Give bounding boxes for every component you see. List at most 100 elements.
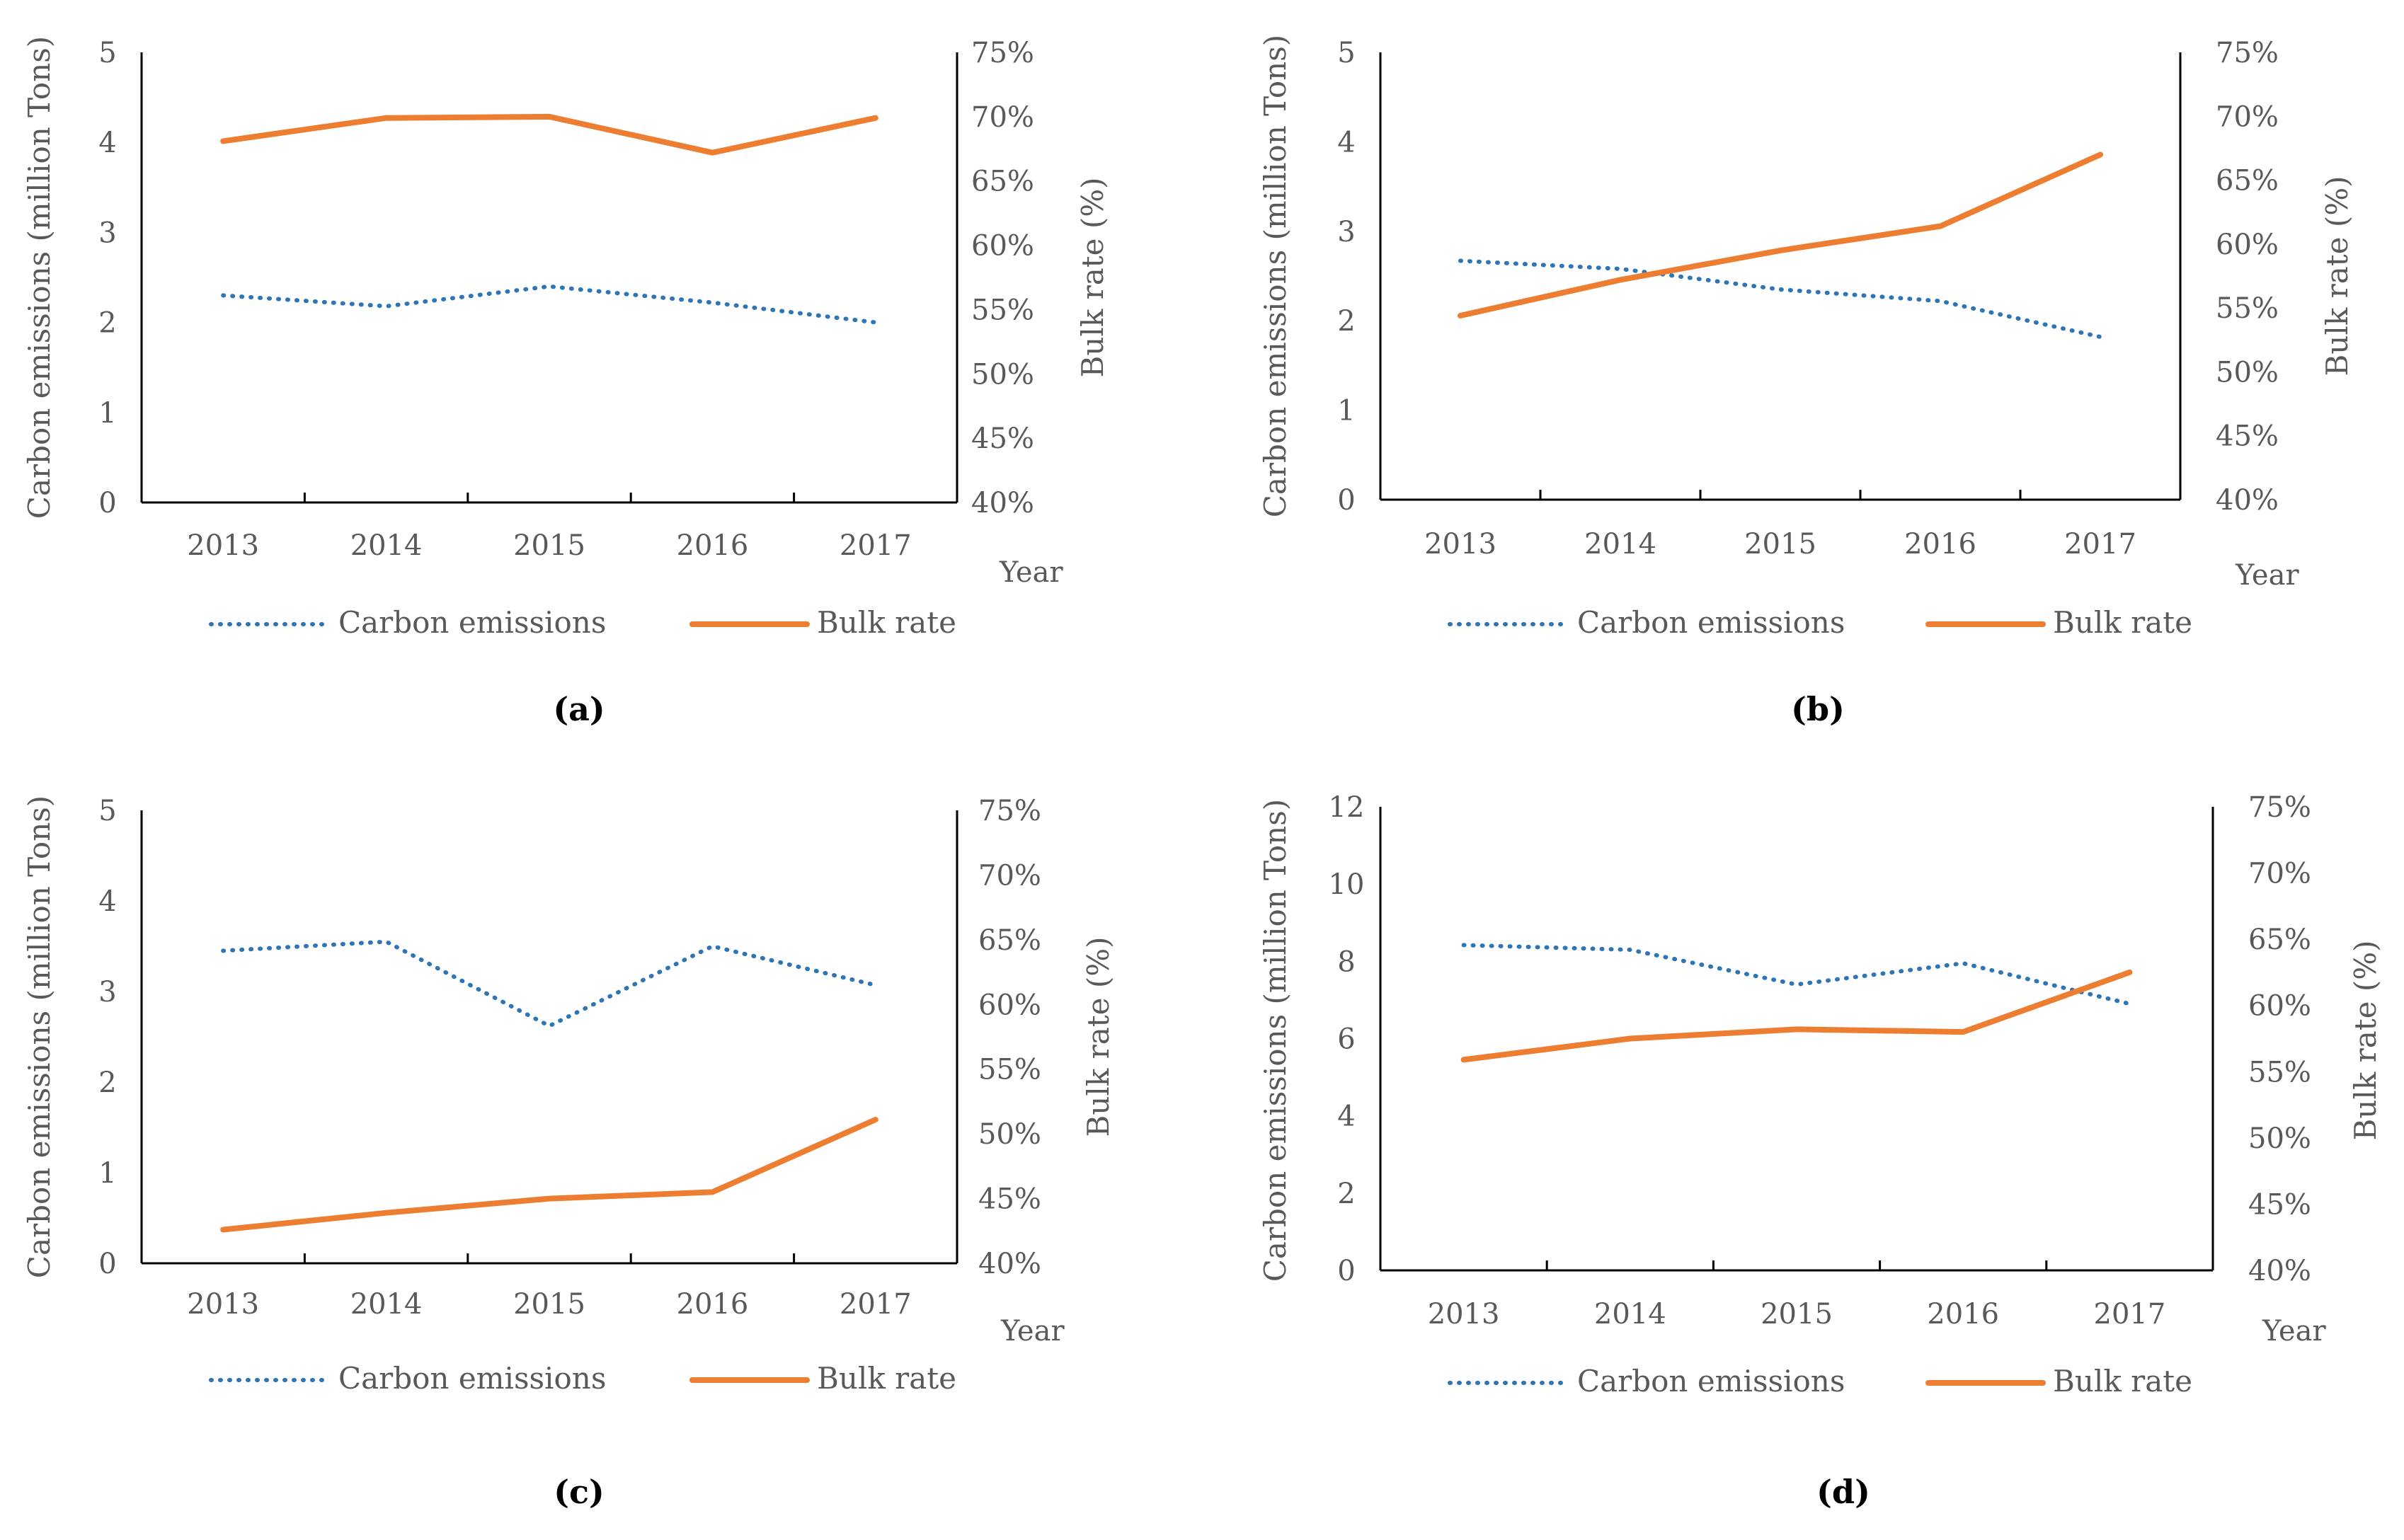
y2-tick-label: 50% (971, 358, 1034, 391)
y2-tick-label: 50% (978, 1118, 1041, 1151)
y2-tick-label: 60% (978, 989, 1041, 1021)
x-axis-title: Year (2262, 1315, 2326, 1348)
y2-tick-label: 45% (2216, 420, 2279, 453)
y2-tick-label: 45% (2248, 1188, 2311, 1221)
legend-carbon-label: Carbon emissions (338, 605, 606, 640)
y2-tick-label: 75% (2248, 791, 2311, 824)
x-tick-label: 2014 (1594, 1298, 1666, 1331)
y2-tick-label: 65% (978, 924, 1041, 957)
bulk-rate-line (220, 1117, 878, 1233)
legend-bulk-label: Bulk rate (2053, 1364, 2192, 1398)
x-tick-label: 2016 (1927, 1298, 1999, 1331)
x-tick-label: 2015 (1744, 528, 1816, 561)
carbon-emissions-line (1461, 943, 2132, 1006)
y2-tick-label: 55% (978, 1054, 1041, 1086)
panel-label: (d) (1816, 1473, 1870, 1511)
y2-tick-label: 65% (2216, 165, 2279, 197)
x-tick-label: 2017 (2094, 1298, 2166, 1331)
y-tick-label: 12 (1329, 791, 1365, 824)
x-tick-label: 2016 (677, 1288, 749, 1321)
y-tick-label: 10 (1329, 868, 1365, 901)
x-axis-title: Year (1000, 1315, 1065, 1348)
y-tick-label: 4 (98, 127, 116, 159)
panel-label: (a) (553, 690, 605, 728)
y-axis-title: Carbon emissions (million Tons) (1258, 35, 1293, 517)
chart-panel-1: 0 1 2 3 4 5 40% 45% 50% 55% 60% 65% 70% 75% 2013 2014 20… (22, 36, 1110, 728)
y-tick-label: 1 (1337, 395, 1355, 427)
y2-tick-label: 75% (971, 37, 1034, 69)
y-tick-label: 0 (1337, 1255, 1355, 1287)
x-tick-label: 2016 (1904, 528, 1976, 561)
panel-label: (c) (554, 1473, 605, 1511)
y2-tick-label: 70% (2216, 100, 2279, 133)
x-tick-label: 2014 (1584, 528, 1656, 561)
y-tick-label: 3 (1337, 216, 1355, 248)
y2-tick-label: 50% (2216, 356, 2279, 389)
legend-bulk-label: Bulk rate (817, 605, 956, 640)
y-tick-label: 2 (98, 1067, 116, 1099)
panel-label: (b) (1791, 690, 1845, 728)
y2-axis-title: Bulk rate (%) (1081, 936, 1116, 1137)
y-axis-title: Carbon emissions (million Tons) (22, 36, 57, 519)
y-tick-label: 0 (98, 1248, 116, 1280)
y-tick-label: 1 (98, 1157, 116, 1190)
y2-tick-label: 55% (2248, 1056, 2311, 1088)
y-axis-title: Carbon emissions (million Tons) (22, 795, 57, 1278)
bulk-rate-line (1460, 969, 2133, 1063)
x-tick-label: 2013 (187, 1288, 259, 1321)
x-axis-title: Year (999, 556, 1063, 589)
y-tick-label: 2 (98, 307, 116, 340)
x-tick-label: 2014 (350, 1288, 423, 1321)
carbon-emissions-line (1458, 258, 2102, 339)
y2-tick-label: 50% (2248, 1122, 2311, 1155)
y2-axis-title: Bulk rate (%) (2320, 176, 2354, 376)
y-tick-label: 5 (98, 795, 116, 827)
y-axis-title: Carbon emissions (million Tons) (1258, 799, 1293, 1282)
x-tick-label: 2017 (840, 1288, 912, 1321)
x-tick-label: 2015 (1761, 1298, 1833, 1331)
legend-carbon-label: Carbon emissions (338, 1361, 606, 1396)
y2-axis-title: Bulk rate (%) (2348, 940, 2383, 1140)
y2-tick-label: 55% (2216, 292, 2279, 325)
carbon-emissions-line (221, 284, 878, 325)
x-tick-label: 2017 (2064, 528, 2136, 561)
y2-axis-title: Bulk rate (%) (1075, 177, 1110, 377)
y2-tick-label: 65% (2248, 924, 2311, 956)
x-tick-label: 2013 (1428, 1298, 1500, 1331)
x-tick-label: 2017 (840, 529, 912, 562)
x-tick-label: 2015 (513, 529, 585, 562)
y2-tick-label: 45% (978, 1183, 1041, 1216)
y2-tick-label: 65% (971, 166, 1034, 198)
legend-bulk-label: Bulk rate (817, 1361, 956, 1396)
carbon-emissions-line (221, 939, 878, 1028)
y-tick-label: 4 (98, 885, 116, 918)
y-tick-label: 2 (1337, 305, 1355, 338)
chart-panel-3: 0 1 2 3 4 5 40% 45% 50% 55% 60% 65% 70% 75% 2013 2014 20… (22, 795, 1116, 1511)
legend-carbon-label: Carbon emissions (1577, 1364, 1845, 1398)
y-tick-label: 5 (98, 37, 116, 69)
y2-tick-label: 75% (978, 795, 1041, 827)
y2-tick-label: 70% (978, 859, 1041, 892)
y2-tick-label: 45% (971, 423, 1034, 455)
x-tick-label: 2013 (187, 529, 259, 562)
y-tick-label: 0 (1337, 484, 1355, 517)
bulk-rate-line (220, 113, 878, 156)
y2-tick-label: 55% (971, 294, 1034, 326)
y-tick-label: 0 (98, 487, 116, 519)
y-tick-label: 3 (98, 976, 116, 1009)
y-tick-label: 2 (1337, 1178, 1355, 1210)
y2-tick-label: 40% (2216, 484, 2279, 517)
y2-tick-label: 40% (2248, 1255, 2311, 1287)
y-tick-label: 1 (98, 397, 116, 430)
y2-tick-label: 70% (971, 101, 1034, 134)
y-tick-label: 6 (1337, 1023, 1355, 1056)
y2-tick-label: 60% (971, 230, 1034, 263)
y-tick-label: 5 (1337, 37, 1355, 69)
y2-tick-label: 60% (2216, 229, 2279, 261)
y-tick-label: 3 (98, 217, 116, 249)
y2-tick-label: 75% (2216, 37, 2279, 69)
bulk-rate-line (1458, 151, 2103, 318)
chart-panel-4: 0 2 4 6 8 10 12 40% 45% 50% 55% 60% 65% 70% 75% 2013 201… (1258, 791, 2383, 1511)
x-tick-label: 2013 (1424, 528, 1496, 561)
